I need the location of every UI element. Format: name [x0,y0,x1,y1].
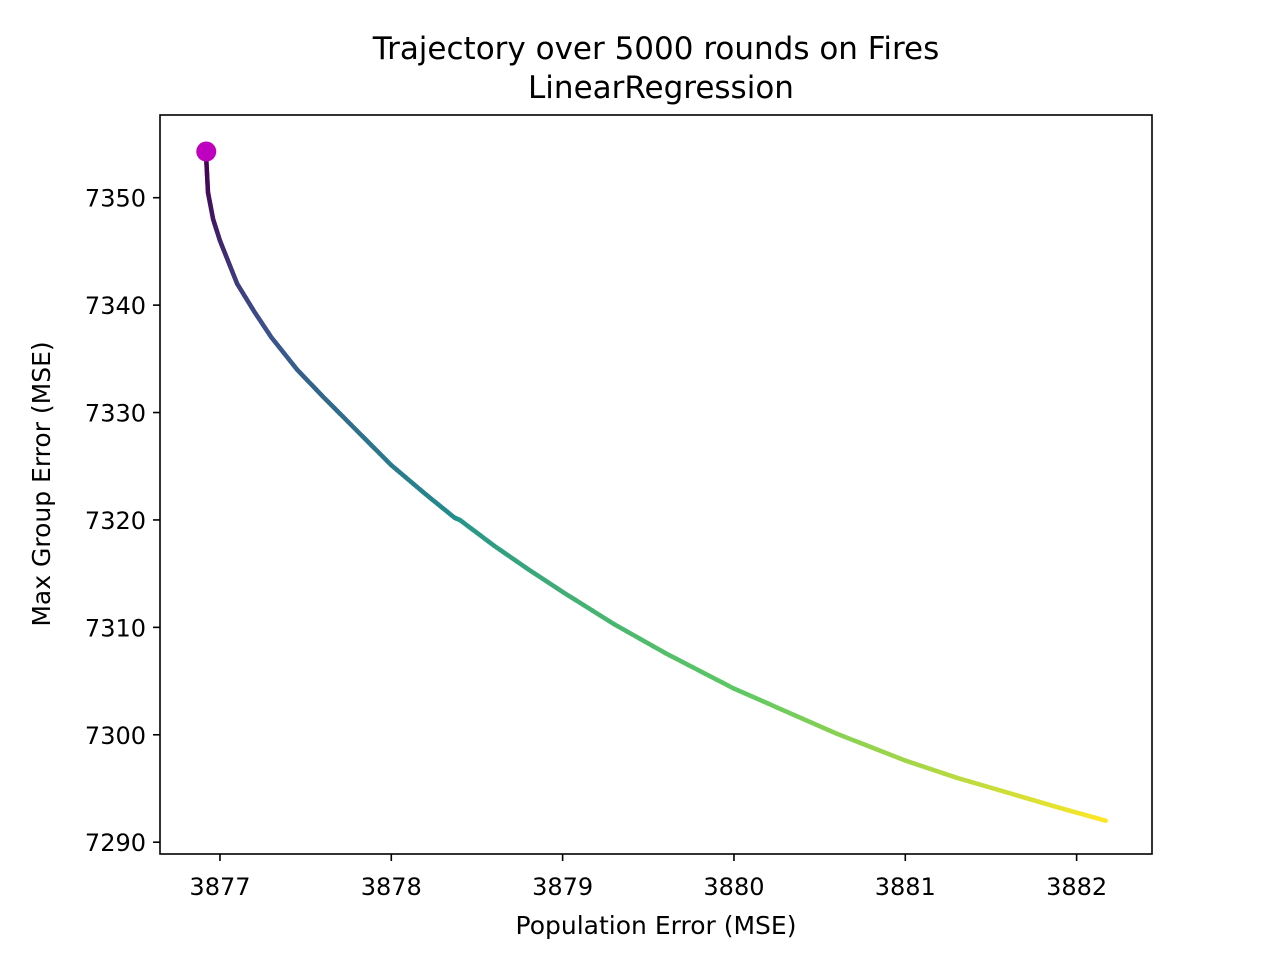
x-tick-label: 3881 [875,873,936,901]
x-axis-label: Population Error (MSE) [516,911,797,940]
y-tick-label: 7330 [85,400,146,428]
x-axis: 3877 3878 3879 3880 3881 3882 [189,854,1107,901]
start-point-marker [196,141,217,162]
x-tick-label: 3880 [703,873,764,901]
x-tick-label: 3878 [361,873,422,901]
y-tick-label: 7320 [85,507,146,535]
y-axis-label: Max Group Error (MSE) [27,341,56,626]
y-tick-label: 7340 [85,292,146,320]
chart-subtitle: LinearRegression [528,70,794,106]
y-tick-label: 7290 [85,829,146,857]
y-tick-label: 7310 [85,614,146,642]
plot-area [159,114,1153,855]
y-tick-label: 7350 [85,185,146,213]
chart-title: Trajectory over 5000 rounds on Fires [372,31,940,67]
trajectory-segment [1099,817,1108,823]
x-tick-label: 3879 [532,873,593,901]
y-tick-label: 7300 [85,722,146,750]
x-tick-label: 3877 [189,873,250,901]
x-tick-label: 3882 [1046,873,1107,901]
trajectory-series [204,156,1108,823]
plot-frame [159,114,1153,855]
y-axis: 7290 7300 7310 7320 7330 7340 7350 [85,185,160,857]
